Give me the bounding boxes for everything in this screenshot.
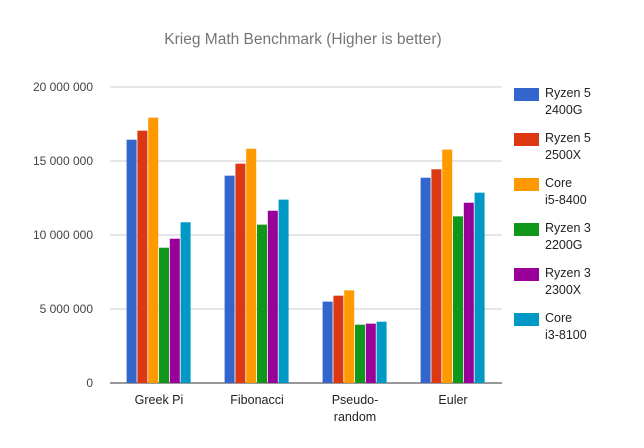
legend-label-line: Core xyxy=(545,176,573,190)
bar[interactable] xyxy=(474,192,485,383)
legend-swatch xyxy=(514,88,539,101)
bar[interactable] xyxy=(431,169,442,383)
bar[interactable] xyxy=(322,301,333,383)
bar[interactable] xyxy=(442,149,453,383)
legend-label: Ryzen 3 2200G xyxy=(545,220,615,254)
legend-label-line: Ryzen 5 xyxy=(545,86,591,100)
legend-label-line: 2400G xyxy=(545,103,583,117)
bar[interactable] xyxy=(169,238,180,383)
legend-item[interactable]: Core i3-8100 xyxy=(514,310,615,355)
legend-label: Ryzen 3 2300X xyxy=(545,265,615,299)
legend-item[interactable]: Ryzen 3 2200G xyxy=(514,220,615,265)
legend-label: Core i5-8400 xyxy=(545,175,615,209)
bar[interactable] xyxy=(159,247,169,383)
legend-label: Core i3-8100 xyxy=(545,310,615,344)
legend-label: Ryzen 5 2500X xyxy=(545,130,615,164)
legend-swatch xyxy=(514,268,539,281)
bar[interactable] xyxy=(278,199,289,383)
x-tick-label: Fibonacci xyxy=(230,393,284,407)
legend-label-line: 2500X xyxy=(545,148,582,162)
legend-item[interactable]: Core i5-8400 xyxy=(514,175,615,220)
x-tick-label: random xyxy=(334,410,376,424)
bar[interactable] xyxy=(224,175,235,383)
bar[interactable] xyxy=(235,163,246,383)
legend: Ryzen 5 2400G Ryzen 5 2500X Core i5-8400 Ryzen… xyxy=(514,85,615,355)
x-tick-label: Pseudo- xyxy=(332,393,379,407)
bar[interactable] xyxy=(355,324,365,383)
bar[interactable] xyxy=(463,202,474,383)
legend-label-line: 2300X xyxy=(545,283,582,297)
y-tick-label: 15 000 000 xyxy=(33,154,93,168)
legend-swatch xyxy=(514,178,539,191)
bar[interactable] xyxy=(246,148,257,383)
bar[interactable] xyxy=(333,295,344,383)
bar[interactable] xyxy=(148,117,159,384)
bar[interactable] xyxy=(420,177,431,383)
bar[interactable] xyxy=(453,216,463,383)
y-tick-label: 20 000 000 xyxy=(33,80,93,94)
legend-label-line: Ryzen 3 xyxy=(545,266,591,280)
bar[interactable] xyxy=(180,222,191,383)
bar[interactable] xyxy=(257,224,267,383)
legend-swatch xyxy=(514,313,539,326)
y-tick-label: 10 000 000 xyxy=(33,228,93,242)
legend-label-line: i5-8400 xyxy=(545,193,587,207)
y-tick-label: 5 000 000 xyxy=(40,302,94,316)
legend-swatch xyxy=(514,133,539,146)
bar[interactable] xyxy=(137,130,148,383)
legend-label-line: Core xyxy=(545,311,573,325)
legend-swatch xyxy=(514,223,539,236)
bar[interactable] xyxy=(267,210,278,383)
bar[interactable] xyxy=(126,139,137,383)
bar[interactable] xyxy=(344,290,355,383)
legend-label-line: Ryzen 3 xyxy=(545,221,591,235)
legend-item[interactable]: Ryzen 5 2400G xyxy=(514,85,615,130)
bar[interactable] xyxy=(376,321,387,383)
legend-label-line: Ryzen 5 xyxy=(545,131,591,145)
legend-item[interactable]: Ryzen 5 2500X xyxy=(514,130,615,175)
legend-item[interactable]: Ryzen 3 2300X xyxy=(514,265,615,310)
legend-label-line: i3-8100 xyxy=(545,328,587,342)
y-tick-label: 0 xyxy=(86,376,93,390)
chart-title: Krieg Math Benchmark (Higher is better) xyxy=(164,31,441,48)
legend-label-line: 2200G xyxy=(545,238,583,252)
x-tick-label: Greek Pi xyxy=(135,393,184,407)
bar[interactable] xyxy=(365,323,376,383)
legend-label: Ryzen 5 2400G xyxy=(545,85,615,119)
x-tick-label: Euler xyxy=(438,393,467,407)
